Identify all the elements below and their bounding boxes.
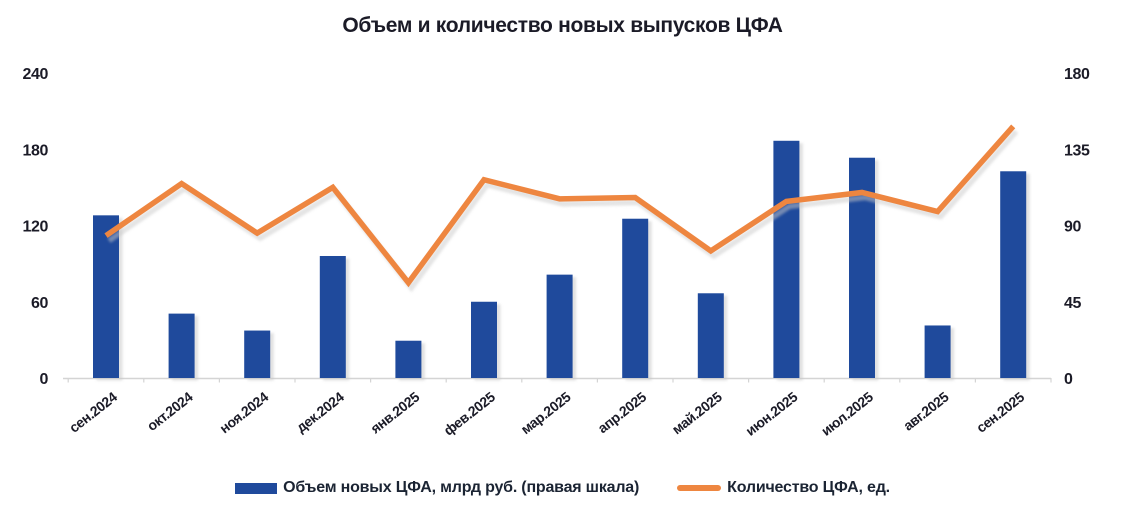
left-axis-tick-label: 240 bbox=[23, 66, 49, 83]
right-axis-tick-label: 45 bbox=[1064, 295, 1081, 312]
volume-bar bbox=[622, 218, 649, 378]
left-axis-tick-label: 180 bbox=[23, 142, 49, 159]
x-axis-month-label: июл.2025 bbox=[818, 388, 876, 439]
count-line-swatch bbox=[677, 485, 722, 491]
volume-bar bbox=[773, 140, 800, 378]
count-legend-label: Количество ЦФА, ед. bbox=[727, 479, 890, 496]
count-line bbox=[104, 124, 1016, 288]
chart-title: Объем и количество новых выпусков ЦФА bbox=[342, 14, 783, 37]
x-axis-month-label: авг.2025 bbox=[900, 388, 952, 433]
volume-bar bbox=[697, 293, 724, 378]
legend: Объем новых ЦФА, млрд руб. (правая шкала… bbox=[0, 479, 1125, 497]
volume-bar bbox=[924, 325, 951, 378]
volume-bar bbox=[168, 313, 195, 378]
x-axis-month-label: янв.2025 bbox=[367, 388, 422, 436]
x-axis-month-label: ноя.2024 bbox=[216, 388, 271, 436]
volume-bar bbox=[471, 301, 497, 378]
volume-bar-swatch bbox=[235, 482, 278, 494]
x-axis-month-label: июн.2025 bbox=[742, 388, 800, 438]
x-axis-month-label: сен.2025 bbox=[973, 388, 1027, 435]
right-axis-tick-label: 0 bbox=[1064, 371, 1073, 388]
x-axis-month-label: май.2025 bbox=[669, 388, 725, 437]
x-axis-month-label: фев.2025 bbox=[440, 388, 498, 438]
volume-legend-label: Объем новых ЦФА, млрд руб. (правая шкала… bbox=[283, 479, 640, 496]
x-axis-month-label: окт.2024 bbox=[144, 388, 196, 434]
volume-bar bbox=[546, 274, 573, 378]
count-line-shadow bbox=[107, 129, 1019, 293]
x-axis-month-label: дек.2024 bbox=[293, 388, 347, 435]
right-axis-tick-label: 90 bbox=[1064, 219, 1081, 236]
right-axis-tick-label: 135 bbox=[1064, 142, 1090, 159]
x-axis-month-label: сен.2024 bbox=[66, 388, 120, 435]
plot-area: 240 180 120 60 0 180 135 90 45 0 сен.2024 окт.2024 н… bbox=[23, 66, 1091, 439]
left-axis-tick-label: 120 bbox=[23, 219, 49, 236]
legend-item-count: Количество ЦФА, ед. bbox=[677, 479, 890, 497]
legend-item-volume: Объем новых ЦФА, млрд руб. (правая шкала… bbox=[235, 479, 639, 497]
left-axis-tick-label: 60 bbox=[31, 295, 48, 312]
volume-bar bbox=[244, 330, 271, 378]
x-axis-month-label: мар.2025 bbox=[518, 388, 574, 437]
volume-bar bbox=[1000, 171, 1027, 378]
right-axis-tick-label: 180 bbox=[1064, 66, 1090, 83]
volume-bar bbox=[93, 215, 119, 378]
volume-bar bbox=[395, 340, 422, 378]
x-axis-month-label: апр.2025 bbox=[595, 388, 650, 436]
left-axis-tick-label: 0 bbox=[40, 371, 49, 388]
volume-bar bbox=[319, 256, 346, 378]
